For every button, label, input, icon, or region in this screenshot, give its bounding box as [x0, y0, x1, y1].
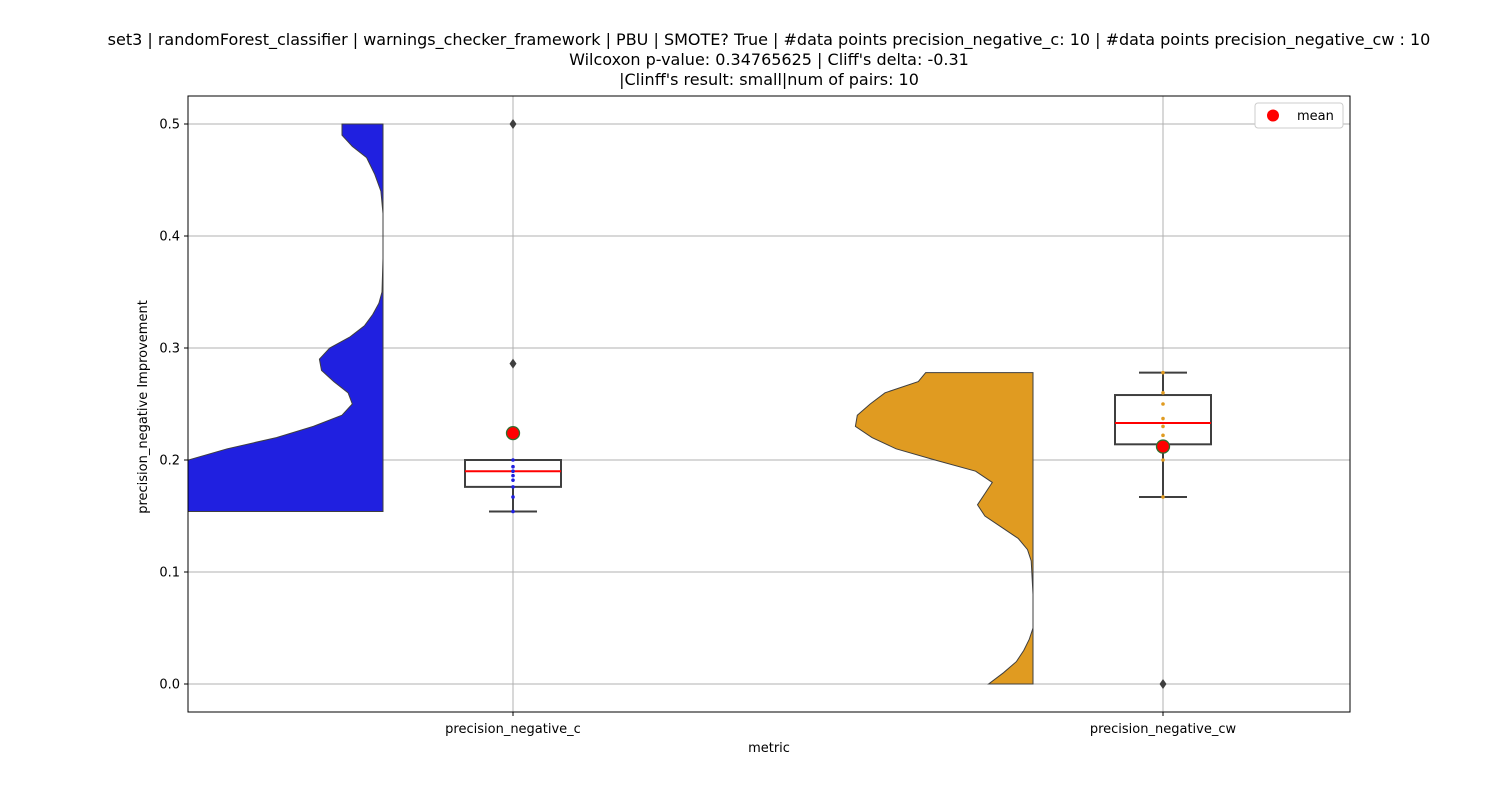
data-point-precision_negative_c — [511, 464, 515, 469]
data-point-precision_negative_cw — [1161, 402, 1165, 406]
violin-precision_negative_c — [188, 123, 384, 513]
y-axis-title: precision_negative Improvement — [136, 300, 151, 514]
data-point-precision_negative_c — [511, 495, 515, 499]
data-point-precision_negative_c — [511, 458, 515, 462]
data-point-precision_negative_cw — [1161, 424, 1165, 429]
data-point-precision_negative_c — [511, 473, 515, 478]
x-axis-title: metric — [748, 741, 790, 756]
axes-frame — [187, 95, 1351, 713]
legend: mean — [1254, 102, 1344, 129]
data-point-precision_negative_cw — [1161, 416, 1165, 421]
x-axis: precision_negative_c precision_negative_c… — [445, 712, 1237, 737]
chart-title-line-3: |Clinff's result: small|num of pairs: 10 — [619, 70, 919, 89]
x-tick-label: precision_negative_cw — [1090, 722, 1237, 737]
y-tick-label: 0.5 — [159, 118, 180, 133]
legend-mean-marker — [1267, 109, 1279, 122]
outlier-precision_negative_cw — [1159, 679, 1167, 689]
outlier-precision_negative_c — [509, 358, 517, 369]
plot-area — [188, 119, 1212, 689]
legend-mean-label: mean — [1297, 109, 1334, 124]
mean-marker-precision_negative_cw — [1155, 439, 1171, 454]
violin-precision_negative_cw — [854, 372, 1034, 685]
chart-title-line-1: set3 | randomForest_classifier | warning… — [107, 30, 1431, 49]
series-precision_negative_cw — [854, 370, 1212, 689]
data-point-precision_negative_c — [511, 469, 515, 474]
y-tick-label: 0.2 — [159, 454, 180, 469]
y-tick-label: 0.4 — [159, 230, 180, 245]
data-point-precision_negative_cw — [1161, 370, 1165, 375]
data-point-precision_negative_c — [511, 485, 515, 489]
data-point-precision_negative_c — [511, 478, 515, 482]
y-axis: 0.0 0.1 0.2 0.3 0.4 0.5 — [159, 118, 188, 693]
y-tick-label: 0.3 — [159, 342, 180, 357]
data-point-precision_negative_c — [511, 509, 515, 514]
data-point-precision_negative_cw — [1161, 433, 1165, 438]
data-point-precision_negative_cw — [1161, 458, 1165, 462]
box-precision_negative_c — [464, 459, 562, 488]
data-point-precision_negative_cw — [1161, 495, 1165, 499]
legend-box — [1254, 102, 1344, 129]
x-tick-label: precision_negative_c — [445, 722, 581, 737]
series-precision_negative_c — [188, 119, 562, 514]
outlier-precision_negative_c — [509, 119, 517, 129]
y-tick-label: 0.1 — [159, 566, 180, 581]
mean-marker-precision_negative_c — [505, 425, 521, 441]
data-point-precision_negative_cw — [1161, 391, 1165, 395]
y-tick-label: 0.0 — [159, 678, 180, 693]
chart-title-line-2: Wilcoxon p-value: 0.34765625 | Cliff's d… — [569, 50, 969, 69]
